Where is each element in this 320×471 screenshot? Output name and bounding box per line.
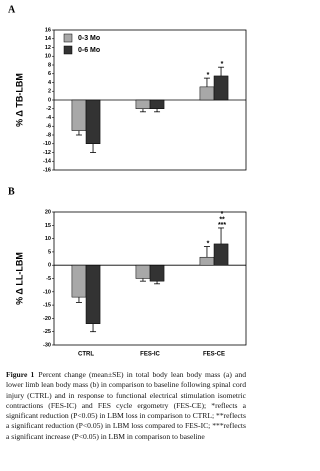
legend-swatch	[63, 33, 73, 43]
y-tick-label: -10	[43, 289, 51, 295]
y-tick-label: 14	[45, 36, 52, 42]
page: A% Δ TB-LBM -16 -14 -12 -10 -8 -6 -4 -2 0 2 4 6 8 10 12…	[6, 4, 247, 442]
y-tick-label: -30	[43, 342, 51, 348]
bar	[85, 264, 101, 324]
y-tick-label: -14	[43, 159, 52, 165]
bar	[149, 99, 165, 109]
y-tick-label: -4	[46, 115, 52, 121]
y-tick-label: 4	[48, 80, 52, 86]
caption: Figure 1 Percent change (mean±SE) in tota…	[6, 370, 246, 442]
y-tick-label: -6	[46, 124, 51, 130]
significance-mark: *	[221, 211, 224, 218]
y-tick-label: 15	[45, 223, 51, 229]
y-tick-label: 2	[48, 89, 51, 95]
significance-mark: *	[221, 61, 224, 68]
y-tick-label: -2	[46, 106, 51, 112]
x-tick-label: FES-CE	[203, 352, 225, 358]
bar	[71, 99, 87, 131]
y-tick-label: 0	[48, 263, 51, 269]
y-tick-label: 8	[48, 62, 51, 68]
y-tick-label: 16	[45, 27, 51, 33]
bar	[199, 256, 215, 266]
y-tick-label: 6	[48, 71, 51, 77]
bar	[71, 264, 87, 298]
legend-label: 0-6 Mo	[78, 47, 100, 54]
y-tick-label: 10	[45, 236, 51, 242]
significance-mark: ***	[218, 222, 226, 229]
y-tick-label: -25	[43, 329, 51, 335]
legend-label: 0-3 Mo	[78, 35, 100, 42]
bar	[213, 243, 229, 266]
y-axis-label: % Δ TB-LBM	[14, 73, 24, 127]
y-tick-label: 20	[45, 209, 51, 215]
caption-text: Percent change (mean±SE) in total body l…	[6, 370, 246, 441]
bar	[135, 99, 151, 109]
panel-label: A	[8, 4, 16, 15]
y-tick-label: 12	[45, 45, 51, 51]
bar	[149, 264, 165, 282]
y-tick-label: 5	[48, 249, 51, 255]
panel-label: B	[8, 186, 15, 197]
bar	[199, 86, 215, 101]
significance-mark: *	[207, 72, 210, 79]
legend-swatch	[63, 45, 73, 55]
figure: A% Δ TB-LBM-16-14-12-10-8-6-4-2024681012…	[8, 4, 247, 358]
x-tick-label: FES-IC	[140, 352, 160, 358]
y-tick-label: -16	[43, 167, 51, 173]
significance-mark: *	[207, 240, 210, 247]
y-tick-label: -5	[46, 276, 51, 282]
bar	[85, 99, 101, 144]
y-tick-label: -15	[43, 303, 51, 309]
y-tick-label: -8	[46, 132, 51, 138]
y-tick-label: -20	[43, 316, 51, 322]
y-tick-label: -12	[43, 150, 51, 156]
bar	[213, 75, 229, 101]
x-tick-label: CTRL	[78, 352, 94, 358]
y-tick-label: 10	[45, 54, 51, 60]
bar	[135, 264, 151, 279]
y-axis-label: % Δ LL-LBM	[14, 252, 24, 305]
significance-mark: **	[219, 216, 225, 223]
y-tick-label: -10	[43, 141, 51, 147]
caption-label: Figure 1	[6, 370, 35, 379]
y-tick-label: 0	[48, 97, 51, 103]
